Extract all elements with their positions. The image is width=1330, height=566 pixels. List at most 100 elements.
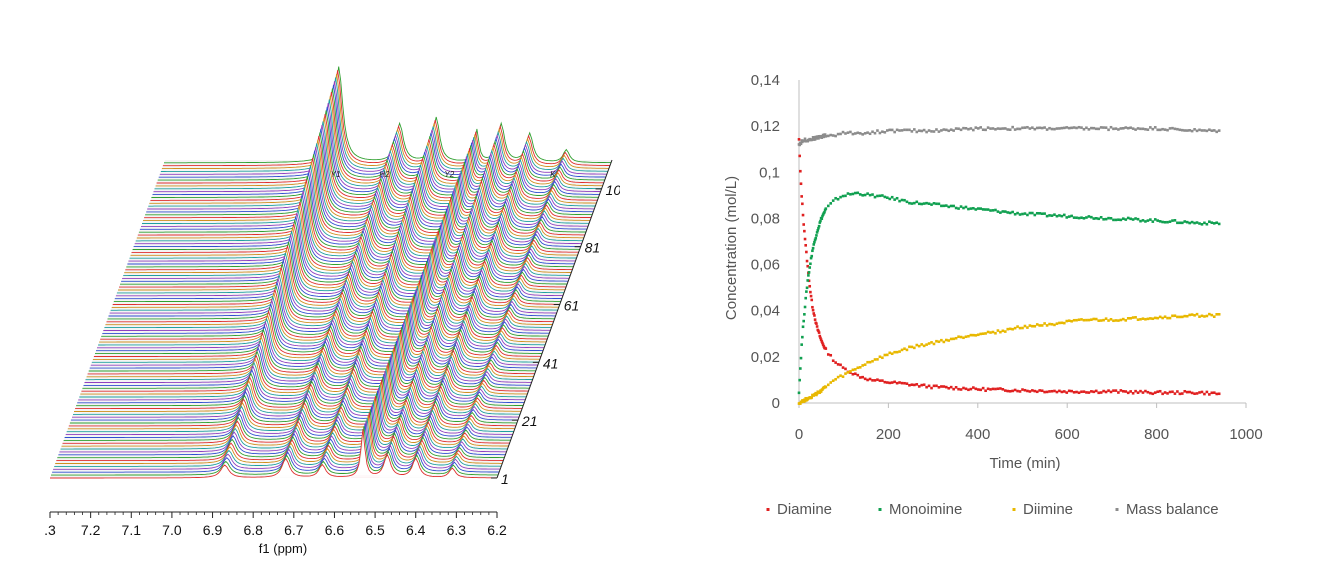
data-point bbox=[1067, 319, 1071, 322]
data-point bbox=[1193, 392, 1196, 396]
data-point bbox=[969, 207, 973, 210]
data-point bbox=[804, 296, 808, 300]
legend-marker bbox=[1115, 508, 1119, 511]
data-point bbox=[925, 385, 928, 389]
data-point bbox=[935, 128, 938, 131]
data-point bbox=[984, 128, 987, 132]
data-point bbox=[1215, 221, 1219, 225]
data-point bbox=[1006, 128, 1010, 131]
data-point bbox=[866, 131, 869, 134]
data-point bbox=[1097, 217, 1101, 221]
data-point bbox=[817, 226, 820, 230]
data-point bbox=[905, 382, 909, 385]
data-point bbox=[986, 330, 990, 334]
data-point bbox=[1129, 126, 1132, 130]
data-point bbox=[932, 202, 936, 205]
data-point bbox=[1131, 391, 1135, 395]
data-point bbox=[972, 333, 975, 337]
data-point bbox=[854, 132, 857, 135]
data-point bbox=[1208, 393, 1211, 396]
data-point bbox=[1072, 390, 1076, 394]
data-point bbox=[811, 138, 814, 141]
data-point bbox=[1210, 391, 1214, 395]
data-point bbox=[866, 192, 869, 195]
data-point bbox=[1121, 127, 1125, 130]
data-point bbox=[1198, 391, 1201, 394]
data-point bbox=[813, 136, 816, 139]
data-point bbox=[1217, 129, 1221, 132]
data-point bbox=[1156, 390, 1160, 394]
data-point bbox=[1200, 129, 1204, 132]
data-point bbox=[898, 381, 901, 384]
data-point bbox=[1070, 319, 1073, 323]
data-point bbox=[890, 381, 894, 384]
data-point bbox=[920, 383, 924, 387]
nmr-x-axis: .3 7.2 7.1 7.0 6.9 6.8 6.7 6.6 6.5 6.4 6.3 6.2 bbox=[44, 511, 507, 538]
data-point bbox=[1075, 216, 1078, 220]
data-point bbox=[802, 400, 805, 403]
concentration-points bbox=[797, 125, 1221, 405]
concentration-chart: 0 0,02 0,04 0,06 0,08 0,1 0,12 0,14 0 200 400 600 80… bbox=[723, 72, 1263, 518]
data-point bbox=[1090, 390, 1093, 393]
data-point bbox=[967, 388, 970, 392]
data-point bbox=[1178, 221, 1182, 225]
data-point bbox=[803, 137, 807, 141]
data-point bbox=[1124, 390, 1128, 393]
data-point bbox=[1001, 127, 1005, 130]
data-point bbox=[900, 348, 904, 352]
data-point bbox=[817, 137, 820, 140]
data-point bbox=[964, 126, 968, 130]
data-point bbox=[1210, 221, 1214, 224]
nmr-spectrum-index-axis: 101 81 61 41 21 1 bbox=[491, 159, 620, 487]
data-point bbox=[849, 130, 852, 134]
data-point bbox=[821, 213, 825, 216]
data-point bbox=[799, 367, 802, 370]
data-point bbox=[851, 192, 855, 196]
data-point bbox=[1055, 390, 1059, 394]
data-point bbox=[1126, 126, 1130, 130]
data-point bbox=[1011, 210, 1014, 214]
data-point bbox=[1035, 390, 1039, 394]
data-point bbox=[917, 202, 921, 206]
data-point bbox=[1171, 126, 1174, 130]
data-point bbox=[813, 314, 816, 317]
data-point bbox=[826, 204, 830, 208]
data-point bbox=[885, 381, 889, 384]
data-point bbox=[890, 195, 894, 199]
data-point bbox=[829, 133, 833, 137]
data-point bbox=[799, 169, 802, 173]
data-point bbox=[969, 387, 973, 391]
data-point bbox=[1055, 322, 1059, 325]
data-point bbox=[927, 384, 931, 388]
data-point bbox=[893, 198, 896, 201]
data-point bbox=[1166, 128, 1169, 132]
nmr-index-tick-label: 41 bbox=[543, 355, 559, 371]
data-point bbox=[1104, 390, 1108, 394]
data-point bbox=[994, 128, 997, 131]
data-point bbox=[1102, 389, 1105, 393]
data-point bbox=[803, 139, 806, 142]
data-point bbox=[1090, 318, 1093, 321]
data-point bbox=[925, 130, 928, 134]
data-point bbox=[1198, 315, 1201, 318]
data-point bbox=[1168, 127, 1172, 130]
data-point bbox=[815, 325, 819, 328]
data-point bbox=[1188, 313, 1191, 317]
data-point bbox=[1158, 315, 1162, 319]
data-point bbox=[1065, 391, 1069, 394]
data-point bbox=[824, 385, 828, 389]
data-point bbox=[881, 130, 884, 133]
data-point bbox=[1085, 318, 1088, 322]
data-point bbox=[841, 366, 845, 369]
data-point bbox=[851, 368, 855, 372]
data-point bbox=[1193, 314, 1196, 317]
x-tick-label: 800 bbox=[1144, 426, 1169, 443]
data-point bbox=[815, 392, 819, 395]
data-point bbox=[849, 193, 852, 196]
data-point bbox=[1001, 329, 1005, 333]
data-point bbox=[972, 206, 975, 210]
data-point bbox=[913, 346, 916, 350]
data-point bbox=[803, 313, 806, 316]
data-point bbox=[962, 126, 965, 130]
legend-label: Monoimine bbox=[889, 501, 962, 518]
